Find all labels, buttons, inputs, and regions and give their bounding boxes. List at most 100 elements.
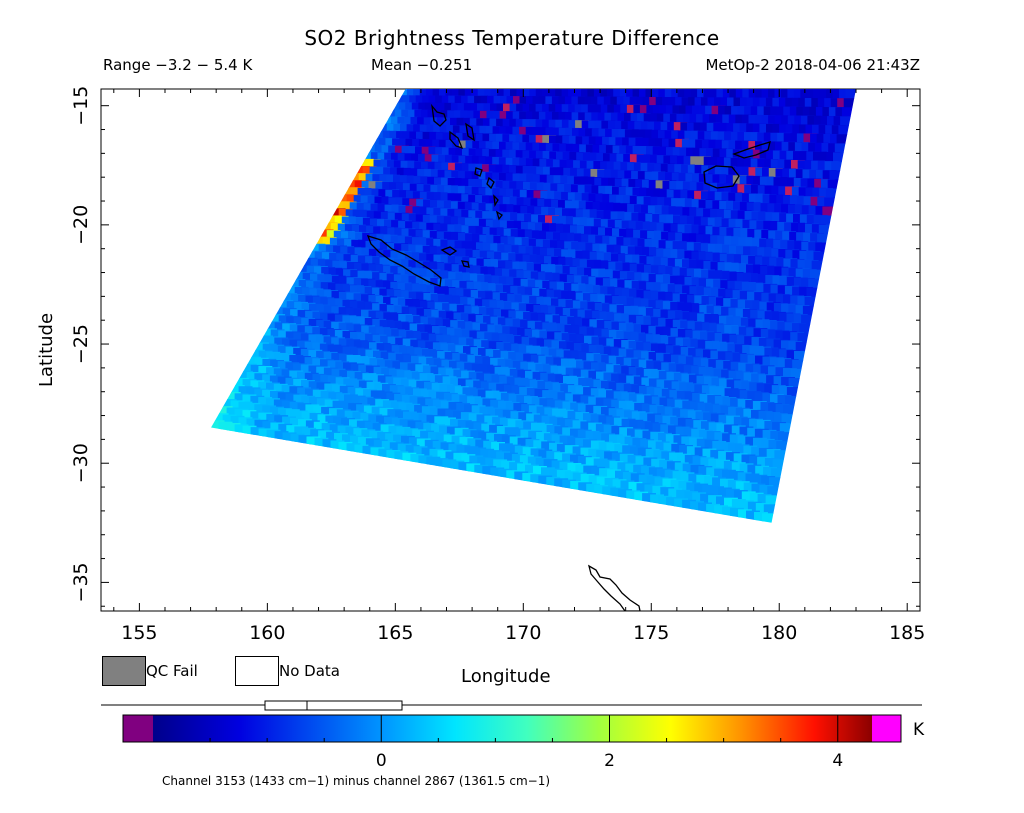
swath-pixel	[758, 337, 773, 348]
qc-fail-swatch	[102, 656, 146, 686]
swath-pixel	[734, 380, 748, 390]
swath-pixel	[509, 368, 524, 379]
swath-pixel	[815, 242, 830, 253]
swath-pixel	[648, 467, 663, 477]
swath-pixel	[372, 334, 387, 345]
swath-pixel	[332, 260, 347, 271]
swath-pixel	[538, 231, 553, 241]
swath-pixel	[717, 262, 732, 272]
swath-pixel	[761, 292, 776, 303]
swath-pixel	[501, 460, 516, 471]
swath-pixel	[422, 214, 437, 225]
swath-pixel	[475, 314, 490, 325]
swath-pixel	[700, 217, 715, 227]
swath-pixel	[439, 326, 454, 337]
swath-pixel	[760, 438, 775, 449]
swath-pixel	[417, 340, 432, 350]
swath-pixel	[498, 276, 513, 287]
swath-pixel	[405, 299, 420, 309]
swath-pixel	[575, 464, 590, 474]
swath-pixel	[448, 271, 463, 282]
swath-pixel	[398, 220, 412, 231]
swath-pixel	[385, 433, 399, 443]
swath-pixel	[553, 357, 568, 368]
swath-pixel	[447, 255, 462, 266]
swath-pixel	[628, 340, 643, 351]
swath-pixel	[731, 263, 746, 273]
swath-pixel	[627, 271, 641, 282]
swath-pixel	[467, 438, 482, 448]
swath-pixel	[741, 454, 756, 465]
swath-pixel	[808, 278, 823, 289]
swath-pixel	[771, 248, 786, 259]
swath-pixel	[277, 376, 292, 387]
swath-pixel	[417, 397, 432, 407]
swath-pixel	[788, 341, 803, 351]
swath-pixel	[580, 369, 595, 380]
swath-pixel	[409, 396, 424, 406]
swath-pixel	[378, 391, 393, 402]
swath-pixel	[804, 296, 819, 307]
swath-pixel	[400, 378, 415, 389]
swath-pixel	[663, 353, 678, 364]
swath-pixel	[314, 251, 329, 261]
swath-pixel	[626, 229, 640, 239]
swath-pixel	[325, 259, 340, 270]
swath-pixel	[728, 370, 743, 381]
swath-pixel	[530, 354, 545, 365]
swath-pixel	[557, 418, 571, 428]
swath-pixel	[772, 422, 786, 432]
swath-pixel	[507, 236, 522, 247]
swath-pixel	[701, 296, 716, 306]
swath-pixel	[631, 384, 646, 395]
swath-pixel	[765, 275, 780, 285]
swath-pixel	[234, 424, 249, 434]
swath-pixel	[670, 328, 685, 338]
swath-pixel	[401, 213, 416, 223]
swath-pixel	[665, 292, 680, 303]
swath-pixel	[506, 470, 521, 480]
swath-pixel	[494, 268, 509, 278]
swath-pixel	[695, 411, 710, 421]
swath-pixel	[316, 398, 331, 408]
swath-pixel	[584, 310, 599, 320]
swath-pixel	[520, 221, 535, 232]
swath-pixel	[357, 301, 372, 312]
swath-pixel	[603, 372, 618, 383]
swath-pixel	[426, 192, 441, 202]
swath-pixel	[447, 385, 461, 395]
swath-pixel	[758, 374, 773, 384]
swath-pixel	[738, 263, 753, 274]
swath-pixel	[487, 324, 502, 334]
swath-pixel	[262, 389, 276, 400]
swath-pixel	[790, 332, 805, 342]
swath-pixel	[397, 386, 412, 396]
swath-pixel	[412, 284, 427, 294]
swath-pixel	[747, 501, 762, 512]
swath-pixel	[621, 418, 636, 429]
swath-pixel	[743, 246, 757, 256]
swath-pixel	[309, 413, 324, 423]
swath-pixel	[731, 236, 746, 247]
swath-pixel	[426, 253, 441, 264]
swath-pixel	[657, 406, 672, 416]
swath-pixel	[274, 352, 288, 363]
swath-pixel	[496, 212, 511, 222]
swath-pixel	[336, 393, 351, 403]
swath-pixel	[686, 383, 701, 393]
swath-pixel	[320, 312, 334, 323]
swath-pixel	[321, 423, 336, 433]
swath-pixel	[594, 328, 608, 338]
swath-pixel	[575, 438, 590, 448]
swath-pixel	[325, 415, 340, 426]
swath-pixel	[710, 350, 725, 360]
swath-pixel	[732, 353, 747, 363]
swath-pixel	[451, 248, 466, 258]
swath-pixel	[709, 386, 724, 396]
swath-pixel	[766, 412, 781, 422]
swath-pixel	[262, 358, 277, 369]
swath-pixel	[465, 421, 480, 431]
swath-pixel	[600, 286, 615, 296]
swath-pixel	[680, 409, 694, 419]
